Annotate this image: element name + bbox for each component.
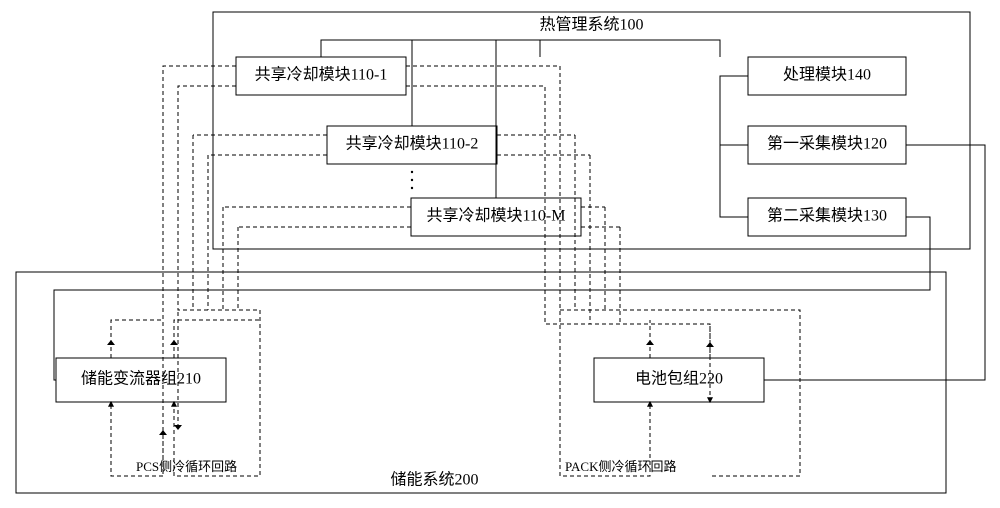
- acq1-label: 第一采集模块120: [767, 135, 887, 153]
- solid-connector-7: [54, 217, 930, 380]
- arrowhead: [706, 342, 714, 347]
- pcs-loop-label: PCS侧冷循环回路: [136, 459, 237, 474]
- dashed-connector-2: [111, 320, 163, 358]
- arrowhead: [159, 430, 167, 435]
- ellipsis-dots: [411, 171, 413, 189]
- arrowhead: [646, 340, 654, 345]
- solid-connector-1: [540, 40, 720, 57]
- acq2-label: 第二采集模块130: [767, 207, 887, 225]
- arrowhead: [107, 340, 115, 345]
- dashed-connector-3: [174, 320, 260, 358]
- diagram-canvas: 热管理系统100 储能系统200 共享冷却模块110-1共享冷却模块110-2共…: [0, 0, 1000, 508]
- dashed-connector-1: [174, 86, 260, 476]
- arrowhead: [174, 425, 182, 430]
- solid-connector-6: [764, 145, 985, 380]
- cool2-label: 共享冷却模块110-2: [346, 135, 479, 153]
- thermal-system-label: 热管理系统100: [539, 16, 643, 34]
- pcs-label: 储能变流器组210: [81, 370, 201, 388]
- dashed-connector-0: [111, 66, 236, 476]
- pack-loop-label: PACK侧冷循环回路: [565, 459, 676, 474]
- proc-label: 处理模块140: [783, 66, 871, 84]
- solid-connector-4: [720, 76, 748, 217]
- cool1-label: 共享冷却模块110-1: [255, 66, 388, 84]
- arrowhead: [170, 340, 178, 345]
- energy-storage-label: 储能系统200: [390, 471, 478, 489]
- solid-connector-0: [321, 40, 540, 57]
